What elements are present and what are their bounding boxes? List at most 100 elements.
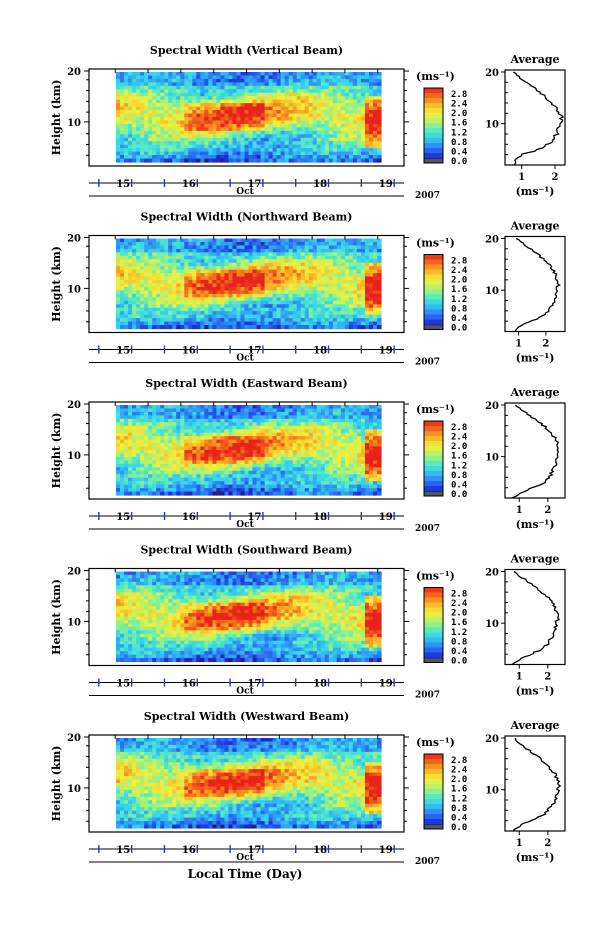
heatmap-cell [268, 422, 274, 427]
heatmap-cell [348, 318, 354, 323]
heatmap-cell [196, 110, 201, 115]
heatmap-cell [160, 238, 165, 243]
heatmap-cell [188, 117, 193, 122]
heatmap-cell [272, 241, 278, 247]
profile-y-tick-label: 10 [485, 120, 499, 131]
heatmap-cell [120, 134, 125, 139]
heatmap-cell [160, 110, 165, 115]
heatmap-cell [164, 436, 169, 441]
heatmap-cell [188, 151, 193, 156]
heatmap-cell [236, 456, 242, 461]
heatmap-cell [192, 259, 197, 264]
heatmap-cell [284, 318, 290, 323]
heatmap-cell [188, 436, 193, 441]
heatmap-cell [280, 304, 286, 309]
heatmap-cell [120, 92, 125, 97]
heatmap-cell [196, 241, 201, 247]
heatmap-cell [240, 456, 246, 461]
heatmap-cell [120, 238, 125, 243]
heatmap-cell [356, 283, 362, 288]
heatmap-cell [264, 325, 270, 330]
heatmap-cell [332, 259, 338, 264]
heatmap-cell [248, 411, 254, 416]
heatmap-cell [144, 92, 149, 97]
heatmap-cell [224, 134, 230, 139]
heatmap-cell [288, 456, 294, 461]
heatmap-cell [272, 151, 278, 156]
heatmap-cell [136, 85, 141, 90]
heatmap-cell [264, 259, 270, 264]
heatmap-cell [240, 96, 246, 101]
heatmap-cell [344, 262, 350, 267]
heatmap-cell [376, 429, 382, 434]
heatmap-cell [316, 241, 322, 247]
heatmap-cell [248, 123, 254, 128]
heatmap-cell [200, 155, 205, 160]
heatmap-cell [144, 148, 149, 153]
heatmap-cell [176, 408, 181, 413]
heatmap-cell [132, 92, 137, 97]
heatmap-cell [348, 293, 354, 298]
heatmap-cell [136, 474, 141, 479]
heatmap-cell [356, 453, 362, 458]
heatmap-cell [196, 269, 201, 274]
heatmap-cell [376, 158, 382, 163]
heatmap-cell [208, 110, 213, 115]
heatmap-cell [348, 463, 354, 468]
heatmap-cell [268, 297, 274, 302]
heatmap-cell [240, 432, 246, 437]
heatmap-cell [148, 307, 153, 312]
heatmap-cell [176, 151, 181, 156]
heatmap-cell [132, 134, 137, 139]
heatmap-cell [296, 321, 302, 326]
heatmap-cell [236, 96, 242, 101]
heatmap-cell [316, 141, 322, 146]
heatmap-cell [288, 276, 294, 281]
heatmap-cell [304, 103, 310, 108]
heatmap-cell [352, 130, 358, 135]
heatmap-cell [164, 269, 169, 274]
heatmap-cell [360, 450, 366, 455]
heatmap-cell [244, 155, 250, 160]
heatmap-cell [324, 144, 330, 149]
heatmap-cell [280, 134, 286, 139]
heatmap-cell [360, 453, 366, 458]
heatmap-cell [364, 418, 370, 423]
heatmap-cell [284, 276, 290, 281]
heatmap-cell [128, 151, 133, 156]
heatmap-cell [256, 72, 262, 77]
colorbar-tick-label: 2.0 [451, 276, 467, 286]
heatmap-cell [220, 127, 226, 132]
heatmap-cell [120, 276, 125, 281]
heatmap-cell [312, 297, 318, 302]
heatmap-cell [296, 474, 302, 479]
heatmap-cell [216, 415, 221, 420]
heatmap-cell [236, 425, 242, 430]
heatmap-cell [124, 418, 129, 423]
heatmap-cell [176, 429, 181, 434]
heatmap-cell [128, 248, 133, 253]
heatmap-cell [376, 110, 382, 115]
heatmap-cell [180, 245, 185, 250]
heatmap-cell [124, 141, 129, 146]
heatmap-cell [156, 425, 161, 430]
heatmap-cell [304, 418, 310, 423]
heatmap-cell [128, 266, 133, 271]
heatmap-cell [188, 248, 193, 253]
heatmap-cell [260, 311, 266, 316]
heatmap-cell [124, 293, 129, 298]
heatmap-cell [148, 314, 153, 319]
heatmap-cell [212, 137, 217, 142]
heatmap-cell [260, 456, 266, 461]
heatmap-cell [324, 280, 330, 285]
heatmap-cell [344, 245, 350, 250]
heatmap-cell [228, 280, 234, 285]
heatmap-cell [340, 276, 346, 281]
heatmap-cell [156, 238, 161, 243]
heatmap-cell [176, 286, 181, 292]
heatmap-cell [376, 460, 382, 465]
heatmap-cell [348, 158, 354, 163]
heatmap-cell [136, 283, 141, 288]
heatmap-cell [260, 92, 266, 97]
heatmap-cell [136, 422, 141, 427]
